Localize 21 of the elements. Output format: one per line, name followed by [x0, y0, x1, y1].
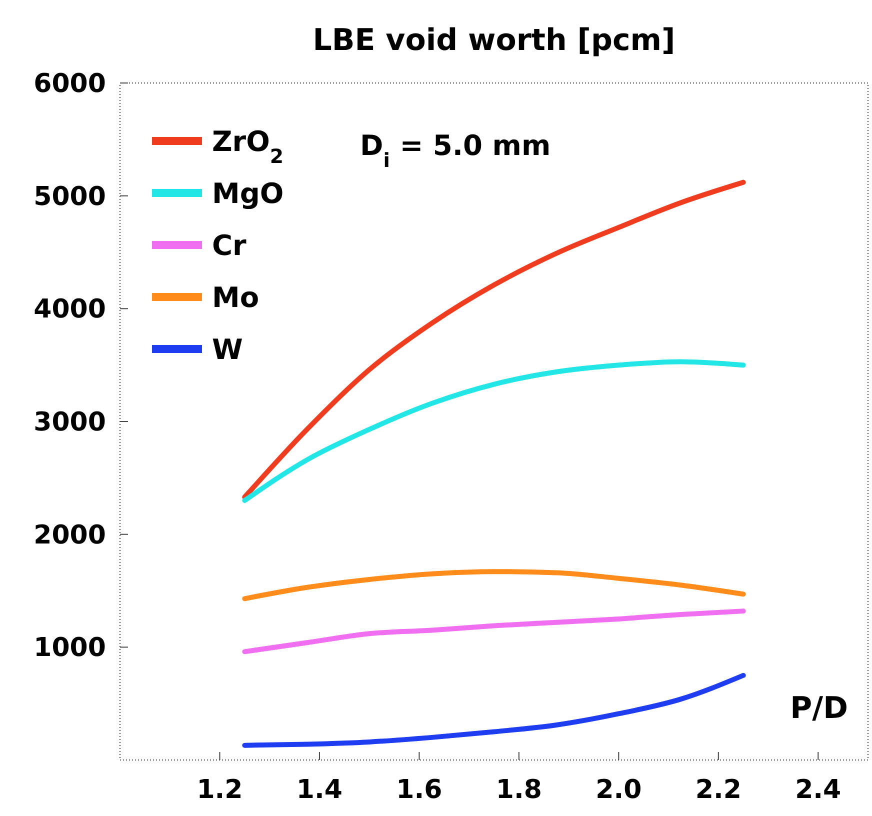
x-tick-label: 1.4	[296, 775, 342, 805]
y-tick-label: 1000	[34, 633, 106, 664]
legend-label: W	[212, 333, 243, 366]
x-tick-label: 1.6	[396, 775, 442, 805]
legend-label: Cr	[212, 229, 247, 262]
legend-label: MgO	[212, 177, 284, 210]
y-tick-label: 5000	[34, 182, 106, 212]
legend-label: Mo	[212, 281, 260, 314]
x-tick-label: 2.0	[596, 775, 642, 805]
y-tick-label: 2000	[34, 520, 106, 550]
y-tick-label: 6000	[34, 69, 106, 99]
y-tick-label: 4000	[34, 294, 106, 325]
annotation: D$_{i}$ = 5.0 mm	[360, 129, 551, 172]
x-tick-label: 1.2	[196, 775, 243, 805]
x-axis-title: P/D	[790, 691, 848, 726]
y-tick-label: 3000	[34, 408, 106, 438]
legend-label: ZrO$_{2}$	[212, 125, 284, 168]
x-tick-label: 2.2	[695, 775, 742, 805]
x-tick-label: 2.4	[795, 775, 842, 805]
x-tick-label: 1.8	[496, 775, 542, 805]
chart-title: LBE void worth [pcm]	[312, 23, 676, 58]
